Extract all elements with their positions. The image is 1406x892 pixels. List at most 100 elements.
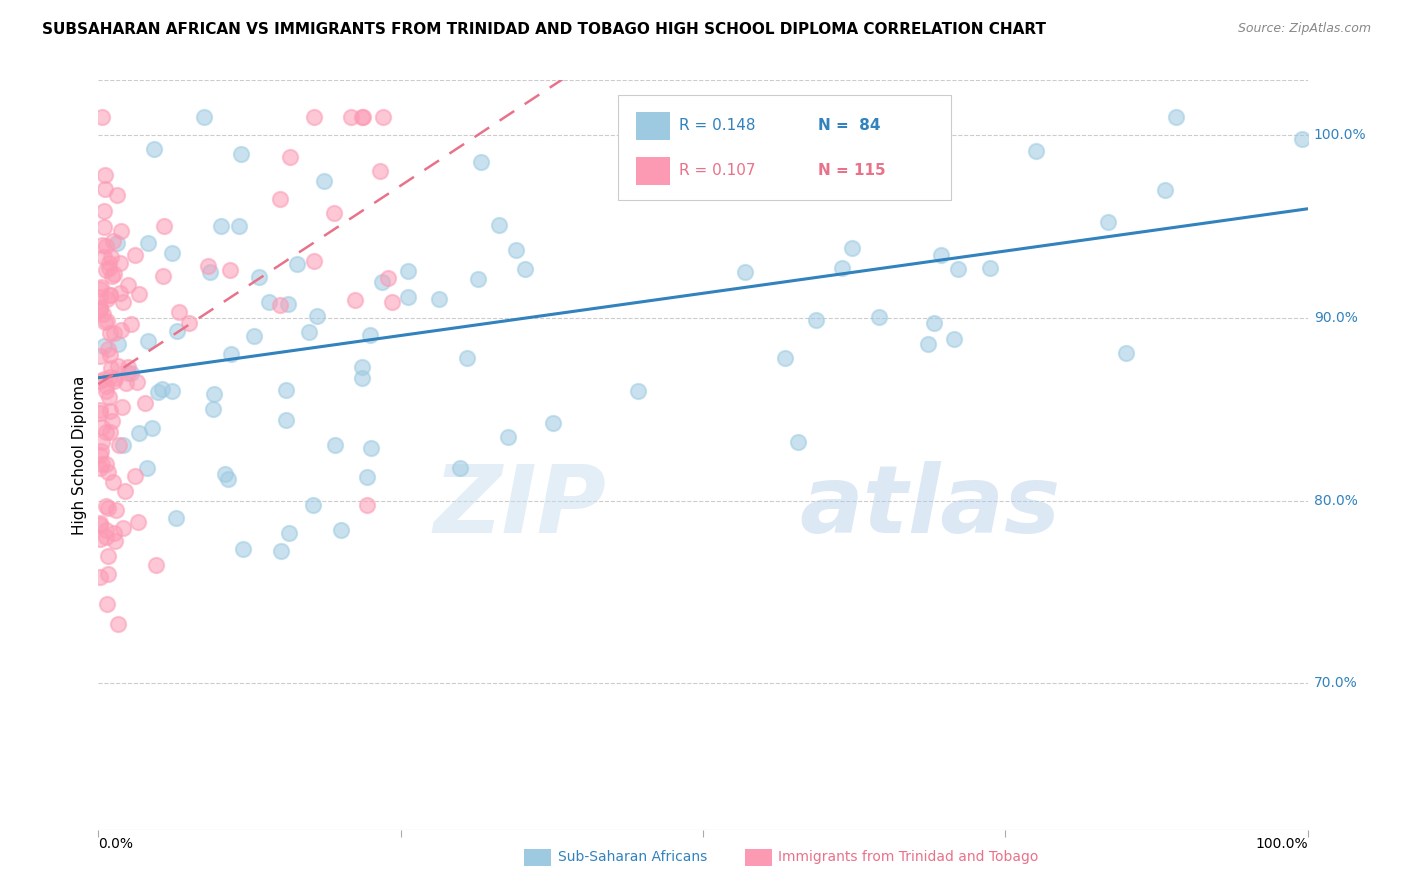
Point xyxy=(312,174,335,188)
Point xyxy=(160,384,183,398)
Point xyxy=(90,444,112,458)
Point xyxy=(488,219,510,233)
Text: 70.0%: 70.0% xyxy=(1313,676,1357,690)
Point xyxy=(100,288,122,302)
Text: N = 115: N = 115 xyxy=(818,163,886,178)
Point xyxy=(107,616,129,631)
Point xyxy=(167,305,190,319)
Point xyxy=(96,379,118,393)
Point xyxy=(143,142,166,156)
Point xyxy=(127,375,149,389)
Point xyxy=(352,110,374,124)
Point xyxy=(352,359,374,374)
Point xyxy=(97,256,120,270)
Point xyxy=(277,526,299,541)
Point xyxy=(470,155,492,169)
Point xyxy=(541,416,564,430)
Point xyxy=(247,270,270,285)
Point xyxy=(89,448,111,462)
Point xyxy=(94,500,117,514)
Point xyxy=(97,500,120,515)
Point xyxy=(104,371,127,385)
Point xyxy=(232,542,254,557)
Point xyxy=(117,278,139,293)
Point xyxy=(1153,183,1175,197)
Point xyxy=(1291,132,1313,146)
Point xyxy=(89,406,111,420)
Point xyxy=(198,265,221,279)
Point xyxy=(496,430,519,444)
Point xyxy=(138,334,160,348)
Point xyxy=(93,372,115,386)
Point xyxy=(96,523,118,537)
Point xyxy=(100,250,122,264)
Point xyxy=(219,347,242,361)
Point xyxy=(356,470,378,484)
Text: Sub-Saharan Africans: Sub-Saharan Africans xyxy=(558,850,707,864)
Point xyxy=(120,317,142,331)
Point xyxy=(214,467,236,481)
Point xyxy=(90,238,112,252)
Point xyxy=(360,441,382,455)
Point xyxy=(89,290,111,304)
Text: 0.0%: 0.0% xyxy=(98,837,134,851)
Point xyxy=(821,110,844,124)
Point xyxy=(104,534,127,549)
Point xyxy=(274,413,297,427)
Point xyxy=(217,472,239,486)
Point xyxy=(449,460,471,475)
Point xyxy=(89,402,111,417)
Point xyxy=(110,286,132,301)
Point xyxy=(787,434,810,449)
Point xyxy=(98,260,121,275)
Point xyxy=(107,336,129,351)
Point xyxy=(922,317,945,331)
Point xyxy=(785,154,807,169)
Text: SUBSAHARAN AFRICAN VS IMMIGRANTS FROM TRINIDAD AND TOBAGO HIGH SCHOOL DIPLOMA CO: SUBSAHARAN AFRICAN VS IMMIGRANTS FROM TR… xyxy=(42,22,1046,37)
Point xyxy=(257,295,280,310)
Point xyxy=(243,329,266,343)
Text: 80.0%: 80.0% xyxy=(1313,493,1358,508)
Point xyxy=(377,271,399,285)
Point xyxy=(160,246,183,260)
Point xyxy=(89,516,111,530)
Text: atlas: atlas xyxy=(800,461,1062,553)
Point xyxy=(1115,346,1137,360)
Point xyxy=(467,272,489,286)
Point xyxy=(627,384,650,398)
Point xyxy=(101,234,124,248)
Point xyxy=(942,332,965,346)
Bar xyxy=(524,849,551,865)
Point xyxy=(302,110,325,124)
Point xyxy=(98,425,121,440)
Point xyxy=(165,511,187,525)
Point xyxy=(97,342,120,356)
Point xyxy=(356,498,378,512)
Point xyxy=(831,260,853,275)
Text: ZIP: ZIP xyxy=(433,461,606,553)
Point xyxy=(114,483,136,498)
Point xyxy=(229,146,252,161)
Point xyxy=(352,110,374,124)
Point xyxy=(946,261,969,276)
Point xyxy=(103,374,125,388)
Point xyxy=(90,110,112,124)
Point xyxy=(371,110,394,124)
Point xyxy=(339,110,361,124)
Point xyxy=(427,292,450,306)
Point xyxy=(218,263,240,277)
Bar xyxy=(745,849,772,865)
Point xyxy=(111,401,134,415)
Point xyxy=(100,360,122,375)
Point xyxy=(505,244,527,258)
Point xyxy=(94,239,117,253)
Point xyxy=(107,438,129,452)
Point xyxy=(97,390,120,404)
Point xyxy=(368,164,391,178)
Bar xyxy=(637,157,671,186)
Text: Immigrants from Trinidad and Tobago: Immigrants from Trinidad and Tobago xyxy=(778,850,1039,864)
Point xyxy=(94,384,117,398)
Point xyxy=(110,225,132,239)
Point xyxy=(93,339,115,353)
Point xyxy=(104,503,127,517)
